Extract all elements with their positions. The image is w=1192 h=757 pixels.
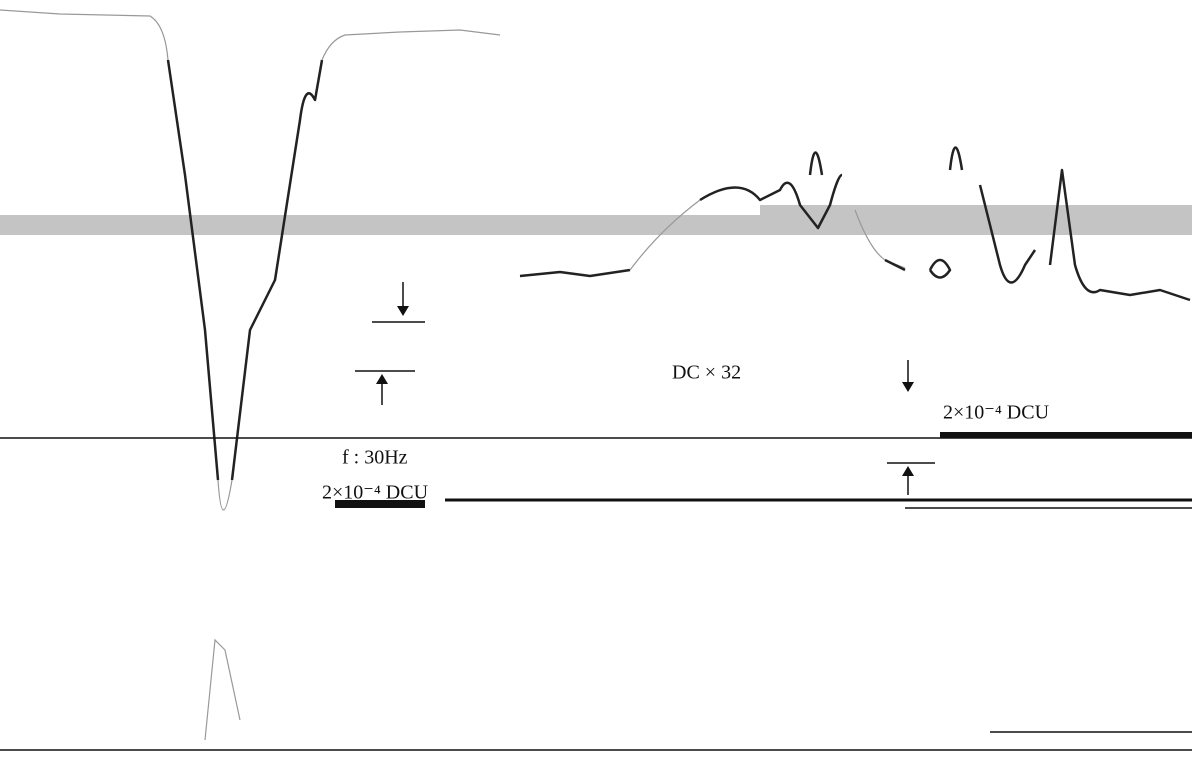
rules (0, 432, 1192, 751)
scale-label: 2×10⁻⁴ DCU (943, 402, 1050, 424)
left-trace (0, 9, 501, 741)
band (760, 205, 1192, 235)
right-trace (519, 146, 1191, 302)
scale-markers (355, 282, 935, 495)
scale-label: 2×10⁻⁴ DCU (322, 482, 429, 504)
frequency-label: f : 30Hz (342, 447, 408, 469)
magnification-label: DC × 32 (672, 362, 741, 384)
